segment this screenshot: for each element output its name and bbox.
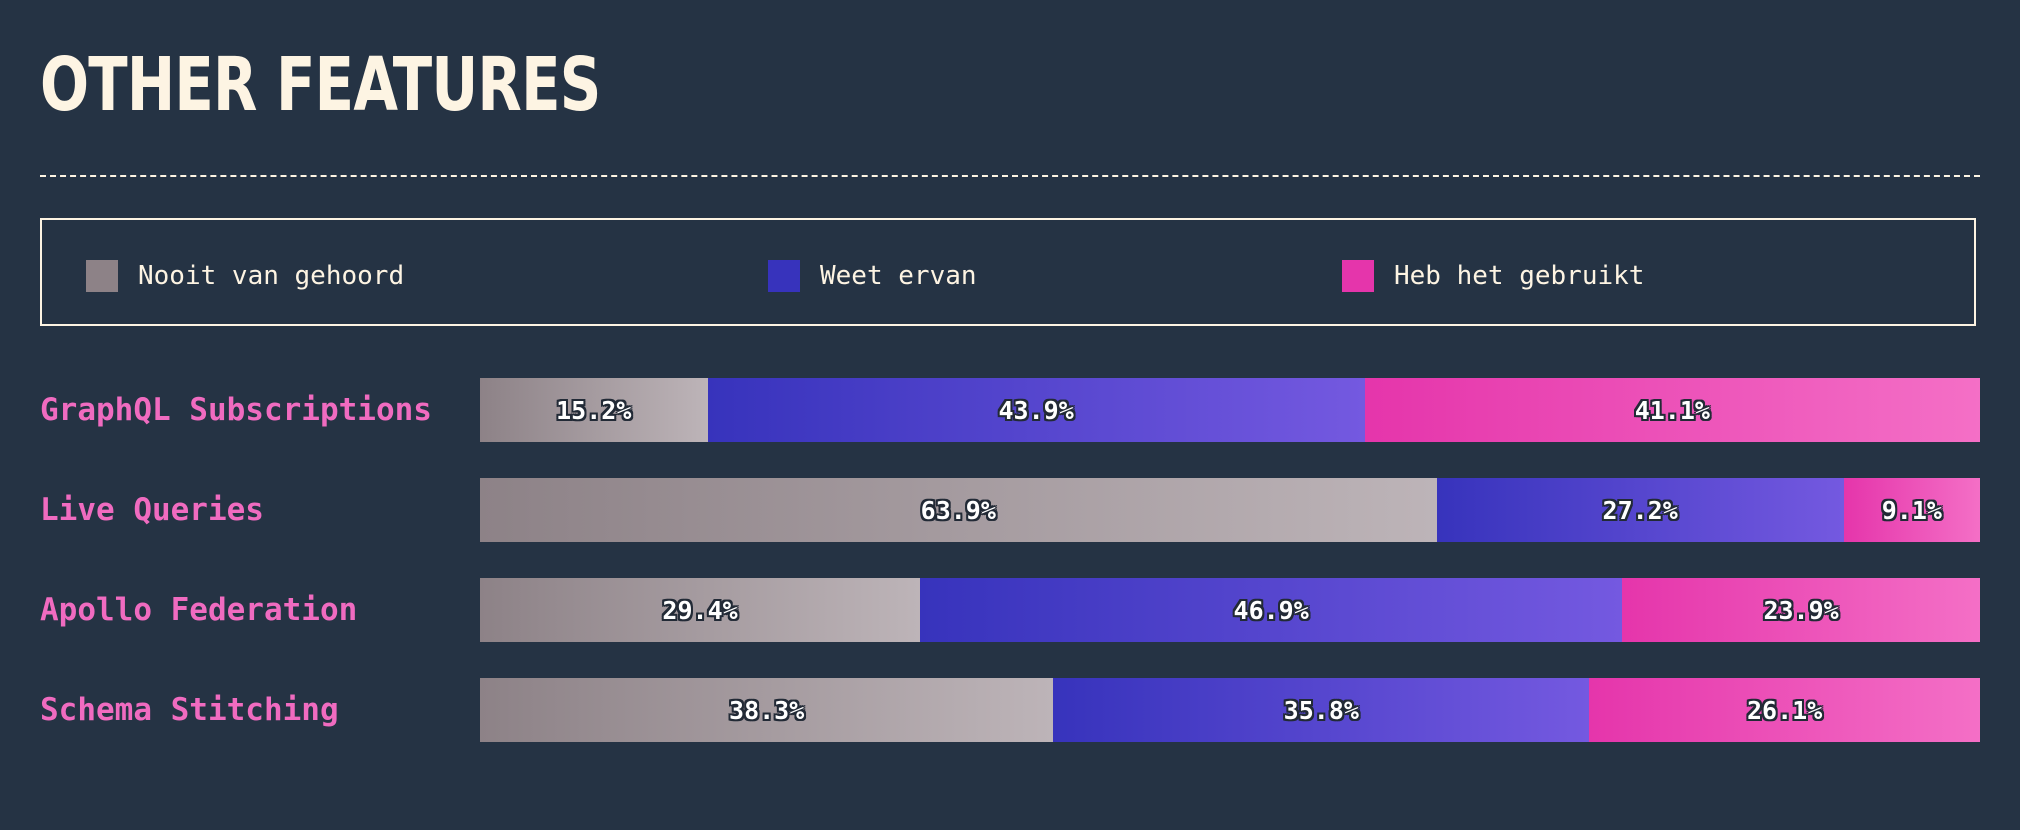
bar-value-label: 35.8% [1283, 695, 1359, 725]
bar-segment-never: 38.3% [480, 678, 1054, 742]
title-divider [40, 175, 1980, 177]
bar-segment-never: 15.2% [480, 378, 708, 442]
bar-value-label: 63.9% [920, 495, 996, 525]
bar-segment-know: 35.8% [1053, 678, 1590, 742]
bar-segment-never: 63.9% [480, 478, 1437, 542]
bar-segment-never: 29.4% [480, 578, 921, 642]
row-label: GraphQL Subscriptions [40, 392, 432, 428]
bar-segment-used: 41.1% [1364, 378, 1980, 442]
bar-row: 38.3% 35.8% 26.1% [480, 678, 1980, 742]
bar-row: 29.4% 46.9% 23.9% [480, 578, 1980, 642]
legend-item-never: Nooit van gehoord [86, 260, 404, 292]
bar-segment-know: 27.2% [1436, 478, 1844, 542]
bar-segment-know: 46.9% [920, 578, 1623, 642]
bar-value-label: 46.9% [1233, 595, 1309, 625]
bar-value-label: 27.2% [1602, 495, 1678, 525]
bar-value-label: 41.1% [1634, 395, 1710, 425]
bar-segment-used: 9.1% [1843, 478, 1980, 542]
legend-label-used: Heb het gebruikt [1394, 261, 1645, 291]
legend-swatch-know [768, 260, 800, 292]
row-label: Apollo Federation [40, 592, 358, 628]
bar-segment-know: 43.9% [707, 378, 1365, 442]
bar-value-label: 9.1% [1881, 495, 1942, 525]
bar-value-label: 38.3% [729, 695, 805, 725]
legend-label-never: Nooit van gehoord [138, 261, 405, 291]
bar-segment-used: 23.9% [1622, 578, 1980, 642]
legend-item-know: Weet ervan [768, 260, 977, 292]
legend-swatch-used [1342, 260, 1374, 292]
page-title: OTHER FEATURES [40, 42, 601, 128]
row-label: Live Queries [40, 492, 264, 528]
bar-value-label: 43.9% [998, 395, 1074, 425]
legend-label-know: Weet ervan [820, 261, 977, 291]
row-label: Schema Stitching [40, 692, 339, 728]
bar-value-label: 29.4% [662, 595, 738, 625]
bar-segment-used: 26.1% [1589, 678, 1980, 742]
bar-value-label: 15.2% [556, 395, 632, 425]
bar-value-label: 23.9% [1763, 595, 1839, 625]
legend-item-used: Heb het gebruikt [1342, 260, 1644, 292]
chart-legend: Nooit van gehoord Weet ervan Heb het geb… [40, 218, 1976, 326]
bar-row: 63.9% 27.2% 9.1% [480, 478, 1980, 542]
bar-row: 15.2% 43.9% 41.1% [480, 378, 1980, 442]
bar-value-label: 26.1% [1746, 695, 1823, 725]
legend-swatch-never [86, 260, 118, 292]
